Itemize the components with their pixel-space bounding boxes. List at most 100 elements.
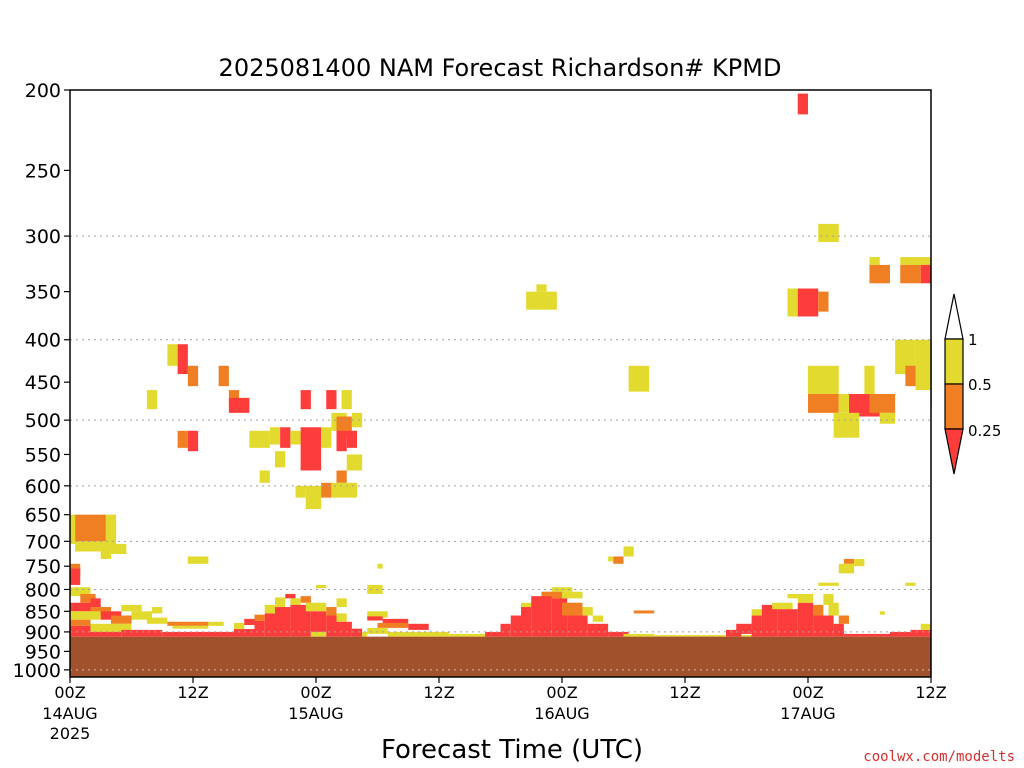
ri-cell <box>915 339 931 391</box>
y-tick-label: 550 <box>25 444 61 466</box>
ri-cell <box>177 430 188 448</box>
ri-cell <box>772 602 793 610</box>
ri-cell <box>900 264 921 284</box>
ri-cell <box>172 625 209 629</box>
ri-cell <box>275 607 291 637</box>
ri-cell <box>787 288 798 317</box>
ri-cell <box>70 602 91 612</box>
ri-cell <box>187 556 209 564</box>
ri-cell <box>377 622 409 628</box>
ri-cell <box>418 631 450 637</box>
x-tick-label: 12Z <box>177 683 208 702</box>
x-tick-date-label: 14AUG <box>42 704 97 723</box>
colorbar-level-label: 0.5 <box>968 376 992 394</box>
ri-cell <box>818 223 839 243</box>
ri-cell <box>346 430 357 448</box>
ri-cell <box>623 546 634 557</box>
ri-cell <box>187 365 199 387</box>
ri-cell <box>818 582 839 586</box>
ri-cell <box>234 629 255 637</box>
ri-cell <box>726 629 742 637</box>
plot-frame <box>69 89 932 678</box>
ri-cell <box>387 631 419 637</box>
ri-cell <box>70 619 91 626</box>
ri-cell <box>628 365 650 392</box>
chart-title: 2025081400 NAM Forecast Richardson# KPMD <box>219 54 782 82</box>
terrain-fill <box>70 636 931 677</box>
y-tick-label: 650 <box>25 505 61 527</box>
ri-cell <box>70 514 76 544</box>
ri-cell <box>608 631 629 637</box>
ri-cell <box>275 597 286 608</box>
y-axis: 200 250 300 350 400 450 500 550 600 650 700 7508008… <box>13 80 70 682</box>
ri-cell <box>562 591 583 599</box>
ri-cell <box>75 514 106 542</box>
colorbar-level-label: 1 <box>968 331 978 349</box>
x-tick-label: 12Z <box>669 683 700 702</box>
ri-cell <box>295 485 306 498</box>
ri-cell <box>900 257 931 265</box>
x-tick-date-label: 16AUG <box>534 704 589 723</box>
ri-cell <box>316 584 327 589</box>
ri-cell <box>326 390 337 410</box>
ri-cell <box>285 593 296 599</box>
ri-cell <box>208 621 224 626</box>
ri-cell <box>305 485 322 510</box>
colorbar-legend: 1 0.5 0.25 <box>944 293 1001 475</box>
ri-cell <box>592 615 603 622</box>
y-tick-label: 500 <box>25 410 61 432</box>
ri-cell <box>833 412 860 438</box>
ri-cell <box>541 591 562 599</box>
ri-cell <box>341 390 352 410</box>
ri-cell <box>797 593 814 603</box>
ri-cell <box>813 604 824 616</box>
ri-cell <box>905 582 916 586</box>
ri-cell <box>808 393 839 413</box>
ri-cell <box>510 615 521 637</box>
ri-cell <box>290 430 301 445</box>
y-tick-label: 750 <box>25 556 61 578</box>
ri-cell <box>895 339 916 375</box>
y-tick-label: 700 <box>25 531 61 553</box>
ri-cell <box>254 614 265 621</box>
ri-cell <box>833 623 844 637</box>
ri-cell <box>269 427 281 445</box>
ri-cell <box>162 631 234 637</box>
ri-cell <box>177 344 188 375</box>
ri-cell <box>70 568 81 585</box>
colorbar-level-label: 0.25 <box>968 422 1001 440</box>
ri-cell <box>167 621 209 626</box>
ri-cell <box>879 611 885 615</box>
ri-cell <box>351 628 363 637</box>
ri-cell <box>331 482 337 498</box>
ri-cell <box>367 584 383 594</box>
ri-cell <box>808 365 839 394</box>
ri-cell <box>838 563 855 574</box>
ri-cell <box>228 390 240 406</box>
y-tick-label: 450 <box>25 372 61 394</box>
ri-cell <box>146 617 168 624</box>
ri-cell <box>121 604 142 612</box>
ri-cell <box>761 604 778 637</box>
credit-link[interactable]: coolwx.com/modelts <box>863 749 1015 765</box>
ri-cell <box>500 623 511 637</box>
colorbar-yellow-segment <box>944 338 964 385</box>
ri-cell <box>249 430 270 448</box>
ri-cell <box>869 257 880 265</box>
x-tick-label: 00Z <box>54 683 85 702</box>
ri-cell <box>321 482 332 498</box>
ri-cell <box>797 602 814 637</box>
y-tick-label: 300 <box>25 226 61 248</box>
ri-cell <box>300 596 311 603</box>
ri-cell <box>146 390 158 410</box>
ri-cell <box>300 390 311 410</box>
y-tick-label: 250 <box>25 160 61 182</box>
x-axis-title: Forecast Time (UTC) <box>381 735 643 765</box>
ri-cell <box>90 631 122 637</box>
ri-cell <box>736 623 752 634</box>
ri-cell <box>879 412 896 424</box>
ri-cell <box>408 623 429 630</box>
ri-cell <box>300 427 322 471</box>
y-tick-label: 800 <box>25 579 61 601</box>
